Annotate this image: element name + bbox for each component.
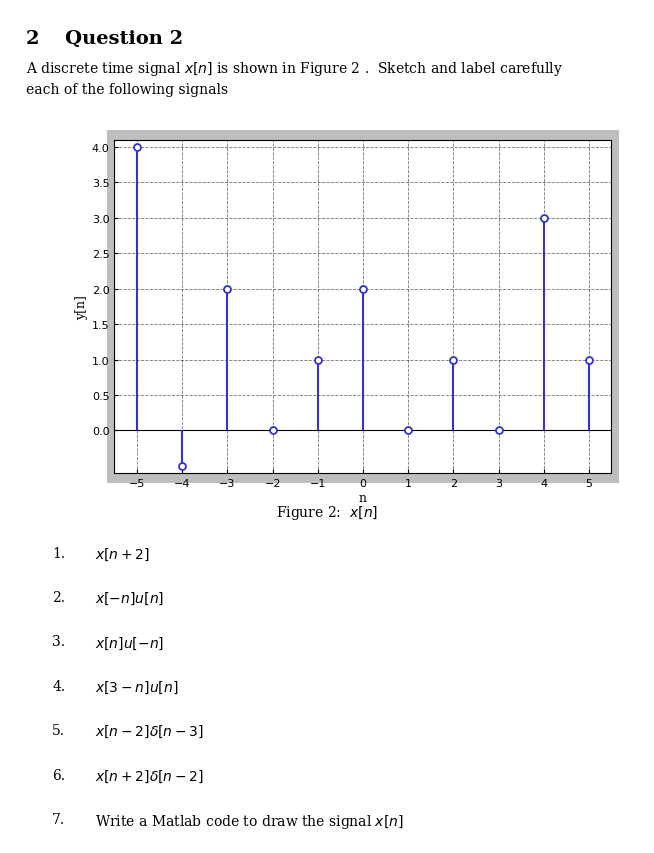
Text: $x[n+2]$: $x[n+2]$ [95, 546, 150, 562]
Text: Write a Matlab code to draw the signal $x[n]$: Write a Matlab code to draw the signal $… [95, 812, 404, 830]
Text: 2.: 2. [52, 590, 65, 604]
Text: A discrete time signal $x[n]$ is shown in Figure 2 .  Sketch and label carefully: A discrete time signal $x[n]$ is shown i… [26, 60, 563, 97]
X-axis label: n: n [359, 491, 367, 504]
Text: $x[n+2]\delta[n-2]$: $x[n+2]\delta[n-2]$ [95, 768, 204, 784]
Y-axis label: y[n]: y[n] [75, 294, 88, 320]
Text: Question 2: Question 2 [65, 30, 184, 48]
Text: $x[-n]u[n]$: $x[-n]u[n]$ [95, 590, 164, 606]
Text: 7.: 7. [52, 812, 65, 826]
Text: 5.: 5. [52, 723, 65, 737]
Text: 1.: 1. [52, 546, 65, 560]
Text: $x[3-n]u[n]$: $x[3-n]u[n]$ [95, 679, 178, 695]
Text: $x[n-2]\delta[n-3]$: $x[n-2]\delta[n-3]$ [95, 723, 204, 740]
Text: 3.: 3. [52, 635, 65, 648]
Text: $x[n]u[-n]$: $x[n]u[-n]$ [95, 635, 164, 651]
Text: 2: 2 [26, 30, 40, 48]
Text: 4.: 4. [52, 679, 65, 693]
Text: Figure 2:  $x[n]$: Figure 2: $x[n]$ [276, 503, 378, 521]
Text: 6.: 6. [52, 768, 65, 781]
